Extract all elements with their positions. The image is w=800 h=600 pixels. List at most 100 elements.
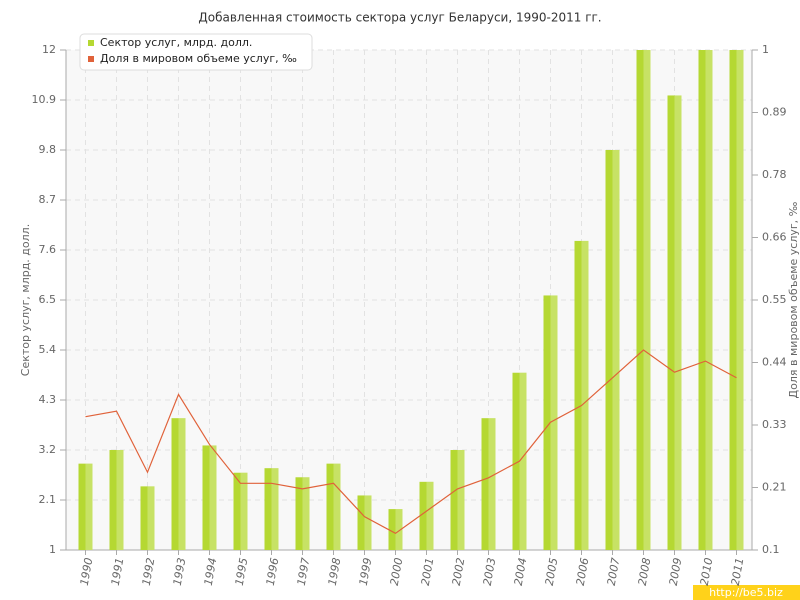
y-tick-label: 9.8 (39, 143, 57, 156)
bar-highlight (457, 450, 465, 550)
bar-highlight (364, 495, 372, 550)
x-tick-label: 1996 (264, 557, 282, 587)
x-tick-label: 2001 (419, 557, 437, 587)
x-tick-label: 2011 (729, 557, 747, 587)
bar-group (605, 150, 620, 550)
bar-group (109, 450, 124, 550)
x-tick-label: 1998 (326, 557, 344, 587)
bar-group (326, 463, 341, 550)
y-tick-label: 1 (49, 543, 56, 556)
bar-group (233, 472, 248, 550)
x-tick-label: 2008 (636, 557, 654, 587)
bar (233, 472, 248, 550)
legend-box (79, 33, 313, 71)
bar-highlight (550, 295, 558, 550)
bar-highlight (271, 468, 279, 550)
legend-swatch (88, 40, 94, 46)
bar-group (202, 445, 217, 550)
y2-tick-label: 0.1 (762, 543, 780, 556)
bar-group (264, 468, 279, 550)
x-tick-label: 1993 (171, 557, 189, 587)
bar-group (357, 495, 372, 550)
y2-tick-label: 1 (762, 43, 769, 56)
y2-tick-label: 0.55 (762, 293, 787, 306)
x-tick-label: 1990 (78, 557, 96, 587)
bar-highlight (116, 450, 124, 550)
bar (388, 509, 403, 550)
bar (450, 450, 465, 550)
x-tick-label: 1995 (233, 557, 251, 587)
bar (667, 95, 682, 551)
bar-highlight (178, 418, 186, 550)
bar-highlight (85, 463, 93, 550)
bar-group (140, 486, 155, 550)
y2-tick-label: 0.78 (762, 168, 787, 181)
x-tick-label: 2000 (388, 557, 406, 587)
y-tick-label: 8.7 (39, 193, 57, 206)
bar-highlight (209, 445, 217, 550)
bar-highlight (705, 50, 713, 550)
bar-highlight (736, 50, 744, 550)
y2-tick-label: 0.89 (762, 106, 787, 119)
y-tick-label: 3.2 (39, 443, 57, 456)
bar (729, 50, 744, 550)
line (85, 349, 737, 535)
x-tick-label: 1994 (202, 557, 220, 587)
x-tick-label: 2002 (450, 557, 468, 587)
bar (295, 477, 310, 550)
y-tick-label: 6.5 (39, 293, 57, 306)
y2-axis-title: Доля в мировом объеме услуг, ‰ (787, 201, 800, 398)
bar (605, 150, 620, 550)
x-tick-label: 2006 (574, 557, 592, 587)
y2-tick-label: 0.44 (762, 356, 787, 369)
bar-group (295, 477, 310, 550)
x-tick-label: 1999 (357, 557, 375, 587)
chart-title: Добавленная стоимость сектора услуг Бела… (198, 11, 601, 25)
bar-group (667, 95, 682, 551)
bar-highlight (147, 486, 155, 550)
x-tick-label: 2009 (667, 557, 685, 587)
bar (202, 445, 217, 550)
y-tick-label: 7.6 (39, 243, 57, 256)
x-tick-label: 2003 (481, 557, 499, 587)
x-tick-label: 2004 (512, 557, 530, 587)
bar-highlight (302, 477, 310, 550)
x-tick-label: 2007 (605, 557, 623, 587)
x-tick-label: 2005 (543, 557, 561, 587)
bar-group (574, 240, 589, 550)
x-tick-label: 1997 (295, 557, 313, 587)
bar-group (388, 509, 403, 550)
bar (357, 495, 372, 550)
bar-group (636, 50, 651, 550)
x-tick-label: 2010 (698, 557, 716, 587)
bar (326, 463, 341, 550)
watermark: http://be5.biz (709, 586, 783, 599)
bar-highlight (395, 509, 403, 550)
y-tick-label: 2.1 (39, 493, 57, 506)
watermark-box (693, 585, 800, 600)
bar-group (419, 481, 434, 550)
bar (264, 468, 279, 550)
bar (574, 240, 589, 550)
bar-highlight (333, 463, 341, 550)
y-axis-title: Сектор услуг, млрд. долл. (19, 224, 32, 376)
bar (698, 50, 713, 550)
x-tick-label: 1992 (140, 557, 158, 587)
bar (636, 50, 651, 550)
legend-label: Сектор услуг, млрд. долл. (100, 36, 252, 49)
bar-group (481, 418, 496, 550)
bar-group (450, 450, 465, 550)
y-tick-label: 10.9 (32, 93, 57, 106)
bar-group (171, 418, 186, 550)
legend-swatch (88, 56, 94, 62)
y2-tick-label: 0.66 (762, 231, 787, 244)
bar-highlight (643, 50, 651, 550)
y2-tick-label: 0.33 (762, 418, 787, 431)
bar-highlight (240, 472, 248, 550)
y-tick-label: 4.3 (39, 393, 57, 406)
legend-label: Доля в мировом объеме услуг, ‰ (100, 52, 297, 65)
bar-group (698, 50, 713, 550)
y2-tick-label: 0.21 (762, 481, 787, 494)
bar-highlight (426, 481, 434, 550)
